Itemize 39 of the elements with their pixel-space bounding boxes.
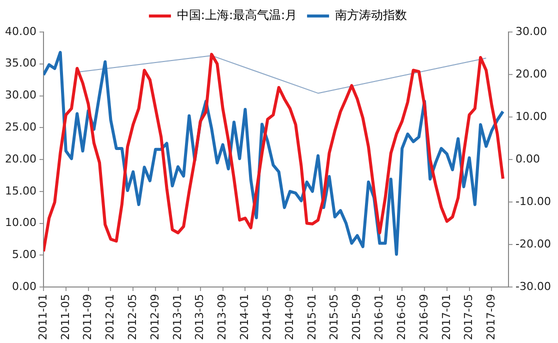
legend-label: 南方涛动指数 [335,8,408,22]
x-tick-label: 2013-01 [170,294,184,340]
y-tick-label: 10.00 [4,216,36,230]
x-tick-label: 2015-01 [305,294,318,340]
x-tick-label: 2016-05 [394,294,408,340]
y2-tick-label: -20.00 [516,237,552,250]
x-tick-label: 2016-09 [417,294,430,340]
y-tick-label: 0.00 [12,280,36,293]
x-tick-label: 2012-01 [104,294,117,340]
x-tick-label: 2014-09 [282,294,296,340]
y-tick-label: 5.00 [12,248,36,262]
y-tick-label: 30.00 [4,88,36,102]
y2-tick-label: 20.00 [516,67,548,80]
x-tick-label: 2016-01 [372,294,386,340]
x-tick-label: 2011-01 [36,294,50,340]
x-tick-label: 2017-01 [440,294,453,340]
x-tick-label: 2012-05 [126,294,139,340]
x-tick-label: 2015-09 [350,294,364,340]
y-tick-label: 35.00 [4,56,36,70]
x-tick-label: 2017-09 [484,294,498,340]
y-tick-label: 25.00 [4,120,36,134]
x-tick-label: 2011-05 [58,294,72,340]
y2-tick-label: 0.00 [516,152,540,166]
x-tick-label: 2012-09 [148,294,162,340]
x-tick-label: 2014-01 [238,294,252,340]
legend-label: 中国:上海:最高气温:月 [176,8,298,22]
y2-tick-label: -30.00 [516,280,552,293]
y2-tick-label: 30.00 [516,24,548,38]
y-tick-label: 15.00 [4,184,36,198]
y-tick-label: 40.00 [4,24,36,38]
x-tick-label: 2013-09 [216,294,229,340]
x-tick-label: 2014-05 [260,294,274,340]
x-tick-label: 2013-05 [193,294,206,340]
y2-tick-label: 10.00 [516,110,548,123]
y-tick-label: 20.00 [4,152,36,166]
x-tick-label: 2015-05 [328,294,341,340]
x-tick-label: 2017-05 [462,294,476,340]
x-tick-label: 2011-09 [81,294,94,340]
y2-tick-label: -10.00 [516,194,552,208]
